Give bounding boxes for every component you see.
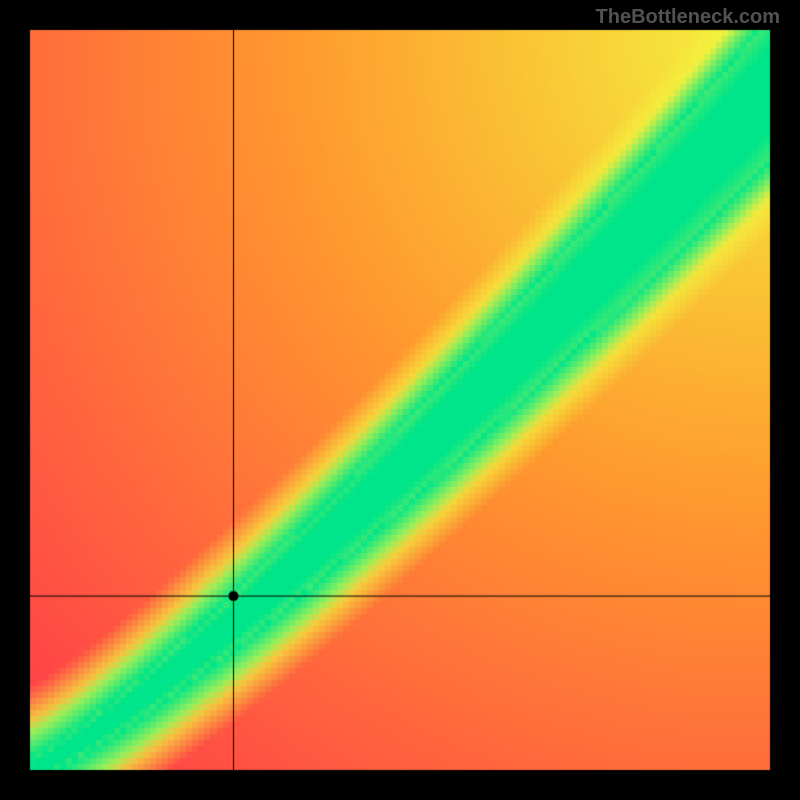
chart-container: TheBottleneck.com	[0, 0, 800, 800]
heatmap-canvas	[0, 0, 800, 800]
watermark-text: TheBottleneck.com	[596, 6, 780, 29]
